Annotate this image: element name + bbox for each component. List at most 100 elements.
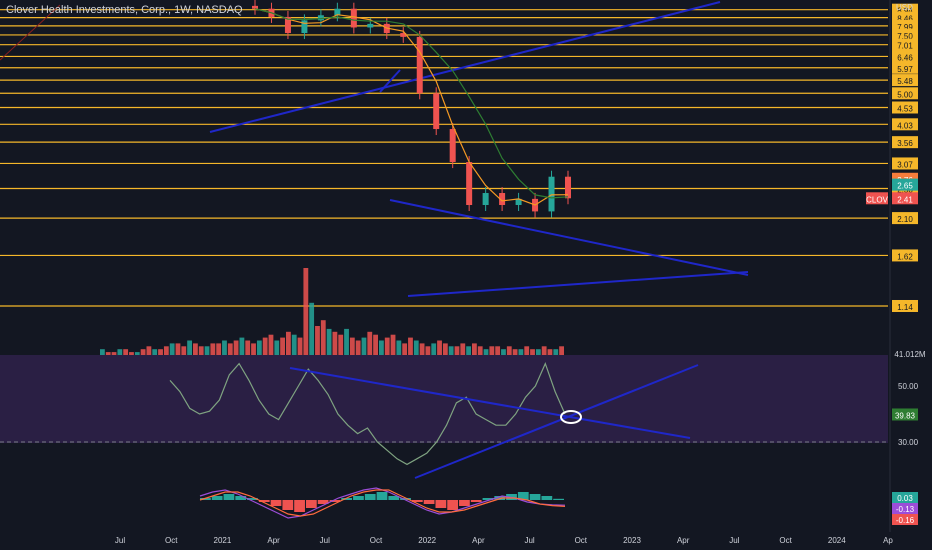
macd-histogram-bar bbox=[388, 496, 400, 500]
volume-bar bbox=[547, 349, 553, 355]
volume-bar bbox=[442, 343, 448, 355]
macd-histogram-bar bbox=[517, 492, 529, 500]
macd-histogram-bar bbox=[411, 500, 423, 502]
volume-bar bbox=[384, 337, 390, 355]
volume-bar bbox=[338, 334, 344, 355]
volume-bar bbox=[198, 346, 204, 355]
volume-bar bbox=[146, 346, 152, 355]
macd-current-label: 0.03 bbox=[897, 494, 913, 503]
price-level-label: 8.94 bbox=[897, 7, 913, 16]
chart-title: Clover Health Investments, Corp., 1W, NA… bbox=[6, 4, 243, 16]
volume-bar bbox=[193, 343, 198, 355]
macd-histogram-bar bbox=[459, 500, 470, 506]
macd-histogram-bar bbox=[341, 498, 353, 500]
volume-bar bbox=[187, 340, 192, 355]
price-level-label: 2.10 bbox=[897, 215, 913, 224]
volume-bar bbox=[216, 343, 222, 355]
price-level-label: 7.50 bbox=[897, 32, 913, 41]
volume-bar bbox=[425, 346, 431, 355]
volume-bar bbox=[518, 349, 524, 355]
moving-averages bbox=[254, 8, 569, 206]
macd-histogram-bar bbox=[258, 500, 270, 502]
price-level-tag bbox=[892, 157, 918, 170]
macd-histogram-bar bbox=[423, 500, 435, 504]
volume-bar bbox=[530, 349, 535, 355]
volume-bar bbox=[286, 331, 291, 355]
volume-bar bbox=[344, 328, 349, 355]
volume-bar bbox=[245, 340, 251, 355]
macd-current-tag bbox=[892, 514, 918, 525]
volume-bar bbox=[320, 320, 326, 355]
volume-bar bbox=[134, 352, 140, 355]
price-level-label: 1.14 bbox=[897, 303, 913, 312]
macd-histogram-bar bbox=[294, 500, 305, 512]
price-level-label: 5.97 bbox=[897, 65, 913, 74]
macd-current-label: -0.16 bbox=[896, 516, 915, 525]
time-tick-label: Apr bbox=[267, 536, 280, 545]
price-level-lines bbox=[0, 9, 888, 307]
volume-bar bbox=[280, 337, 285, 355]
candle-body bbox=[301, 20, 308, 34]
volume-bar bbox=[402, 343, 408, 355]
volume-bar bbox=[129, 352, 134, 355]
price-level-tag bbox=[892, 38, 918, 51]
macd-histogram-bar bbox=[529, 494, 541, 500]
macd-histogram-bar bbox=[223, 494, 235, 500]
volume-bar bbox=[303, 268, 309, 355]
price-level-tag bbox=[892, 118, 918, 131]
currency-label: USD bbox=[896, 3, 913, 12]
price-level-tag bbox=[892, 50, 918, 63]
volume-bar bbox=[262, 337, 268, 355]
volume-bar bbox=[413, 340, 419, 355]
highlight-price-label: 2.65 bbox=[897, 182, 913, 191]
price-level-label: 4.03 bbox=[897, 121, 913, 130]
candle-body bbox=[449, 129, 456, 163]
rsi-tick-label: 50.00 bbox=[898, 382, 919, 391]
trendline bbox=[407, 271, 749, 297]
volume-tag bbox=[890, 348, 932, 360]
volume-bar bbox=[512, 349, 518, 355]
price-level-tag bbox=[892, 136, 918, 149]
price-level-label: 1.62 bbox=[897, 252, 913, 261]
price-level-tag bbox=[892, 74, 918, 87]
macd-pane bbox=[199, 487, 566, 519]
time-tick-label: Oct bbox=[370, 536, 383, 545]
macd-histogram-bar bbox=[329, 500, 341, 502]
volume-bar bbox=[524, 346, 530, 355]
volume-bar bbox=[227, 343, 233, 355]
price-level-label: 6.46 bbox=[897, 53, 913, 62]
volume-bar bbox=[315, 326, 320, 355]
volume-bar bbox=[204, 346, 210, 355]
volume-bar bbox=[111, 352, 117, 355]
volume-bar bbox=[332, 331, 338, 355]
candle-body bbox=[416, 36, 423, 94]
volume-bars bbox=[100, 268, 564, 355]
macd-current-tag bbox=[892, 492, 918, 503]
macd-histogram-bar bbox=[353, 496, 364, 500]
volume-bar bbox=[553, 349, 559, 355]
macd-histogram-bar bbox=[317, 500, 329, 504]
rsi-current-label: 39.83 bbox=[895, 411, 916, 420]
price-level-label: 5.48 bbox=[897, 77, 913, 86]
trendlines bbox=[0, 1, 749, 297]
volume-bar bbox=[105, 352, 111, 355]
volume-bar bbox=[495, 346, 501, 355]
price-level-tag bbox=[892, 28, 918, 41]
volume-bar bbox=[396, 340, 402, 355]
macd-histogram-bar bbox=[235, 496, 247, 500]
candle-body bbox=[433, 93, 440, 130]
time-tick-label: Ap bbox=[883, 536, 893, 545]
time-axis: Jul Oct 2021 Apr Jul Oct 2022 Apr Jul Oct 2023 Apr J… bbox=[115, 536, 894, 545]
candle-body bbox=[482, 193, 489, 206]
time-tick-label: 2022 bbox=[418, 536, 436, 545]
volume-bar bbox=[501, 349, 506, 355]
price-level-tag bbox=[892, 212, 918, 225]
price-level-label: 7.99 bbox=[897, 23, 913, 32]
volume-bar bbox=[140, 349, 146, 355]
volume-bar bbox=[541, 346, 547, 355]
rsi-trendline bbox=[289, 367, 691, 439]
price-level-label: 7.01 bbox=[897, 42, 913, 51]
candle-body bbox=[548, 176, 555, 212]
highlight-price-tag bbox=[892, 178, 918, 191]
